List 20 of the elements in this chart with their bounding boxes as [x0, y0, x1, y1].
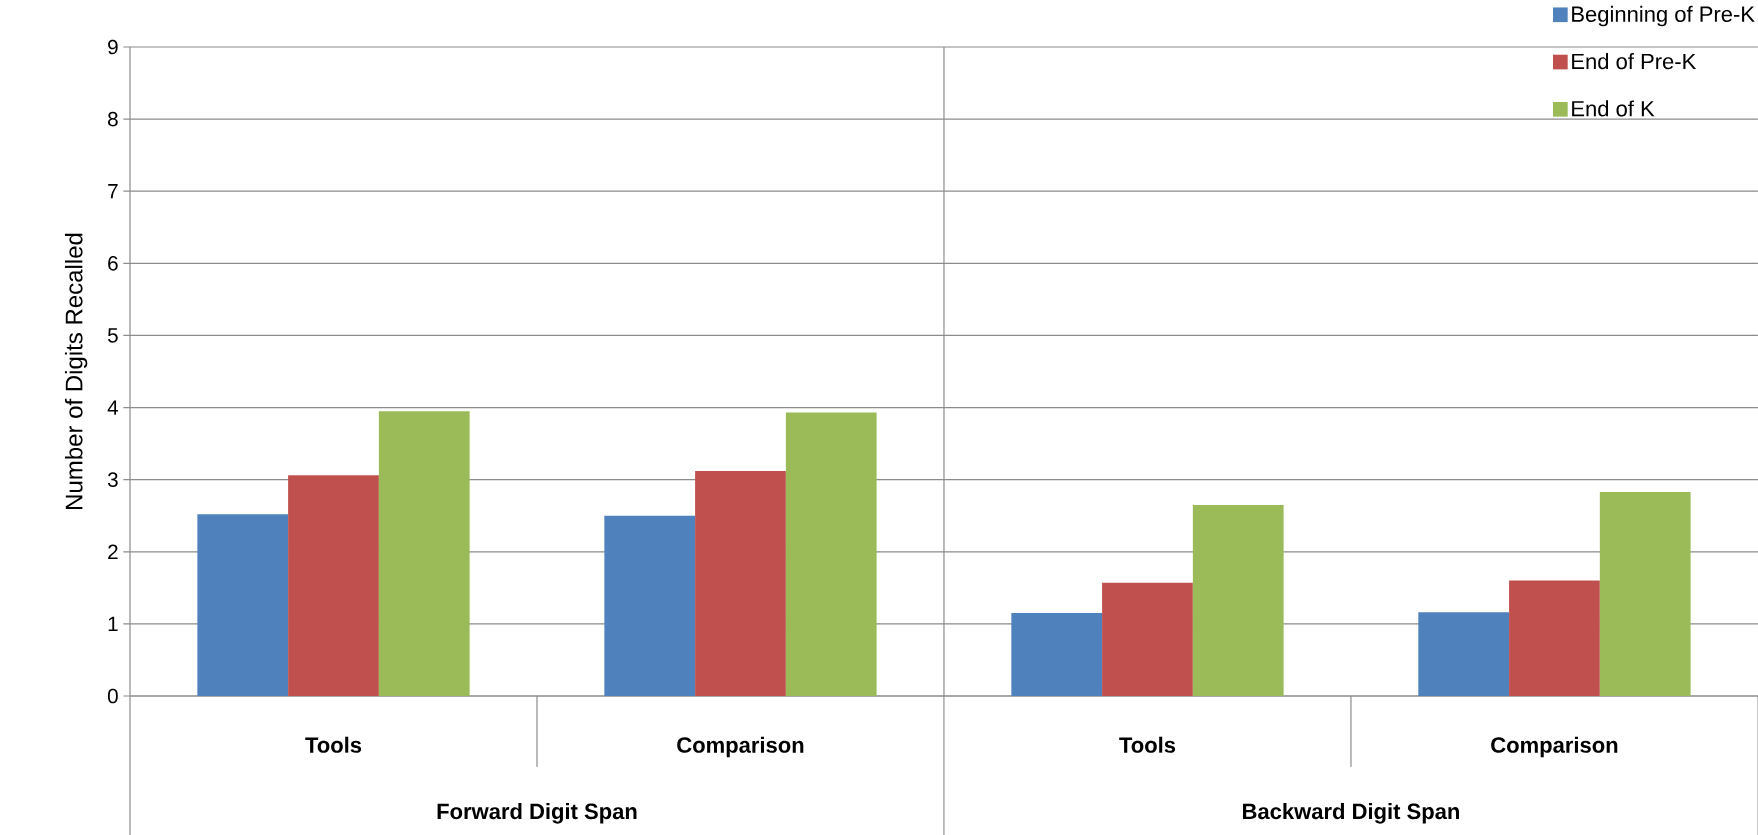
text: Forward Digit Span	[437, 803, 637, 824]
y-tick-label: 3	[107, 472, 118, 487]
y-tick-label: 6	[108, 256, 118, 271]
y-axis-title: Number of Digits Recalled	[64, 233, 88, 509]
legend-label: End of K	[1572, 100, 1655, 117]
x-tick-label: Comparison	[1491, 736, 1618, 758]
x-tick-label: Comparison	[677, 736, 804, 758]
text: Backward Digit Span	[1243, 803, 1459, 824]
x-tick-label: Tools	[305, 736, 362, 753]
y-tick-label: 4	[107, 400, 119, 415]
legend-label: Beginning of Pre-K	[1572, 5, 1755, 27]
legend-label: End of Pre-K	[1572, 53, 1697, 70]
y-tick-label: 2	[108, 544, 118, 559]
x-tick-label: Tools	[1119, 736, 1176, 753]
y-tick-label: 1	[108, 616, 118, 631]
y-tick-label: 8	[108, 111, 118, 127]
y-tick-label: 7	[108, 184, 118, 199]
y-tick-label: 9	[108, 39, 118, 55]
y-tick-label: 0	[107, 688, 118, 704]
y-tick-label: 5	[107, 328, 118, 343]
